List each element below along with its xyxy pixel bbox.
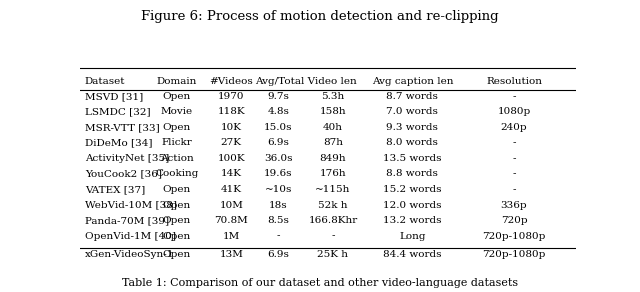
Text: -: - bbox=[276, 232, 280, 241]
Text: 9.7s: 9.7s bbox=[268, 92, 289, 101]
Text: Cooking: Cooking bbox=[155, 169, 198, 178]
Text: 158h: 158h bbox=[319, 107, 346, 117]
Text: YouCook2 [36]: YouCook2 [36] bbox=[85, 169, 162, 178]
Text: OpenVid-1M [40]: OpenVid-1M [40] bbox=[85, 232, 176, 241]
Text: 720p-1080p: 720p-1080p bbox=[483, 251, 546, 259]
Text: -: - bbox=[512, 185, 516, 194]
Text: -: - bbox=[332, 232, 335, 241]
Text: 6.9s: 6.9s bbox=[268, 138, 289, 147]
Text: Table 1: Comparison of our dataset and other video-language datasets: Table 1: Comparison of our dataset and o… bbox=[122, 278, 518, 288]
Text: Long: Long bbox=[399, 232, 426, 241]
Text: 36.0s: 36.0s bbox=[264, 154, 292, 163]
Text: 100K: 100K bbox=[218, 154, 245, 163]
Text: 13.2 words: 13.2 words bbox=[383, 216, 442, 225]
Text: 52k h: 52k h bbox=[318, 201, 348, 210]
Text: 12.0 words: 12.0 words bbox=[383, 201, 442, 210]
Text: 27K: 27K bbox=[221, 138, 242, 147]
Text: 13M: 13M bbox=[220, 251, 243, 259]
Text: 9.3 words: 9.3 words bbox=[387, 123, 438, 132]
Text: xGen-VideoSyn-1: xGen-VideoSyn-1 bbox=[85, 251, 174, 259]
Text: 1080p: 1080p bbox=[497, 107, 531, 117]
Text: 87h: 87h bbox=[323, 138, 343, 147]
Text: Dataset: Dataset bbox=[85, 77, 125, 86]
Text: 15.0s: 15.0s bbox=[264, 123, 292, 132]
Text: Open: Open bbox=[163, 216, 191, 225]
Text: 336p: 336p bbox=[500, 201, 527, 210]
Text: 15.2 words: 15.2 words bbox=[383, 185, 442, 194]
Text: 84.4 words: 84.4 words bbox=[383, 251, 442, 259]
Text: 8.5s: 8.5s bbox=[268, 216, 289, 225]
Text: ~115h: ~115h bbox=[316, 185, 351, 194]
Text: ActivityNet [35]: ActivityNet [35] bbox=[85, 154, 169, 163]
Text: 176h: 176h bbox=[319, 169, 346, 178]
Text: Open: Open bbox=[163, 201, 191, 210]
Text: -: - bbox=[512, 154, 516, 163]
Text: 166.8Khr: 166.8Khr bbox=[308, 216, 358, 225]
Text: #Videos: #Videos bbox=[209, 77, 253, 86]
Text: Figure 6: Process of motion detection and re-clipping: Figure 6: Process of motion detection an… bbox=[141, 10, 499, 23]
Text: WebVid-10M [38]: WebVid-10M [38] bbox=[85, 201, 177, 210]
Text: -: - bbox=[512, 169, 516, 178]
Text: 720p-1080p: 720p-1080p bbox=[483, 232, 546, 241]
Text: MSVD [31]: MSVD [31] bbox=[85, 92, 143, 101]
Text: 25K h: 25K h bbox=[317, 251, 348, 259]
Text: LSMDC [32]: LSMDC [32] bbox=[85, 107, 150, 117]
Text: 18s: 18s bbox=[269, 201, 288, 210]
Text: MSR-VTT [33]: MSR-VTT [33] bbox=[85, 123, 160, 132]
Text: 1M: 1M bbox=[223, 232, 240, 241]
Text: 6.9s: 6.9s bbox=[268, 251, 289, 259]
Text: Movie: Movie bbox=[161, 107, 193, 117]
Text: 10K: 10K bbox=[221, 123, 242, 132]
Text: DiDeMo [34]: DiDeMo [34] bbox=[85, 138, 152, 147]
Text: 8.0 words: 8.0 words bbox=[387, 138, 438, 147]
Text: 849h: 849h bbox=[319, 154, 346, 163]
Text: 720p: 720p bbox=[500, 216, 527, 225]
Text: 10M: 10M bbox=[220, 201, 243, 210]
Text: Avg caption len: Avg caption len bbox=[372, 77, 453, 86]
Text: 13.5 words: 13.5 words bbox=[383, 154, 442, 163]
Text: Domain: Domain bbox=[157, 77, 197, 86]
Text: Open: Open bbox=[163, 251, 191, 259]
Text: 5.3h: 5.3h bbox=[321, 92, 344, 101]
Text: Flickr: Flickr bbox=[161, 138, 192, 147]
Text: ~10s: ~10s bbox=[265, 185, 292, 194]
Text: Avg/Total Video len: Avg/Total Video len bbox=[255, 77, 356, 86]
Text: 4.8s: 4.8s bbox=[268, 107, 289, 117]
Text: 240p: 240p bbox=[500, 123, 527, 132]
Text: 8.8 words: 8.8 words bbox=[387, 169, 438, 178]
Text: 118K: 118K bbox=[218, 107, 245, 117]
Text: 70.8M: 70.8M bbox=[214, 216, 248, 225]
Text: Action: Action bbox=[160, 154, 193, 163]
Text: Open: Open bbox=[163, 185, 191, 194]
Text: Panda-70M [39]: Panda-70M [39] bbox=[85, 216, 169, 225]
Text: Open: Open bbox=[163, 92, 191, 101]
Text: -: - bbox=[512, 138, 516, 147]
Text: 1970: 1970 bbox=[218, 92, 244, 101]
Text: -: - bbox=[512, 92, 516, 101]
Text: 40h: 40h bbox=[323, 123, 343, 132]
Text: 19.6s: 19.6s bbox=[264, 169, 292, 178]
Text: 41K: 41K bbox=[221, 185, 242, 194]
Text: 7.0 words: 7.0 words bbox=[387, 107, 438, 117]
Text: VATEX [37]: VATEX [37] bbox=[85, 185, 145, 194]
Text: 8.7 words: 8.7 words bbox=[387, 92, 438, 101]
Text: Open: Open bbox=[163, 123, 191, 132]
Text: 14K: 14K bbox=[221, 169, 242, 178]
Text: Resolution: Resolution bbox=[486, 77, 542, 86]
Text: Open: Open bbox=[163, 232, 191, 241]
